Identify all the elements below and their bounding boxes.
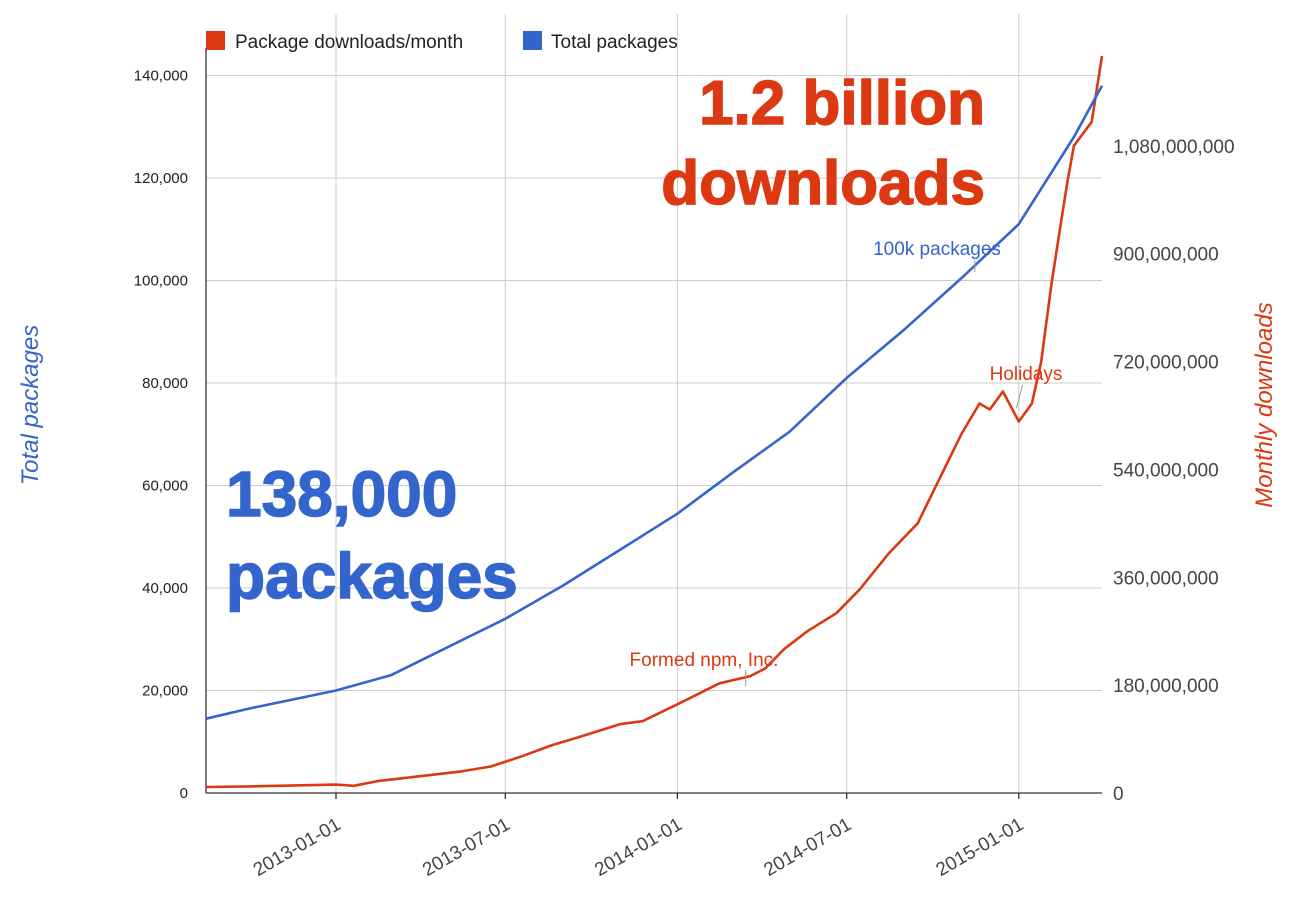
horizontal-gridlines bbox=[206, 75, 1102, 691]
x-tick-label: 2013-01-01 bbox=[250, 814, 345, 881]
packages-series-line bbox=[205, 85, 1104, 720]
holidays-label: Holidays bbox=[990, 364, 1063, 385]
annotation-holidays: Holidays bbox=[990, 364, 1063, 409]
x-tick-label: 2014-01-01 bbox=[591, 814, 686, 881]
right-axis-tick-labels: 0 180,000,000 360,000,000 540,000,000 720,00… bbox=[1113, 137, 1235, 805]
packages-callout-line2: packages bbox=[226, 540, 518, 612]
legend-label-downloads: Package downloads/month bbox=[235, 32, 463, 53]
legend-label-packages: Total packages bbox=[551, 32, 678, 53]
downloads-callout: 1.2 billion downloads bbox=[660, 68, 985, 219]
left-tick-label: 0 bbox=[180, 785, 188, 802]
series-lines bbox=[205, 55, 1104, 789]
right-tick-label: 720,000,000 bbox=[1113, 353, 1219, 374]
left-tick-label: 20,000 bbox=[142, 683, 188, 700]
left-tick-label: 140,000 bbox=[134, 68, 188, 85]
left-axis-tick-labels: 0 20,000 40,000 60,000 80,000 100,000 120,000 1… bbox=[134, 68, 188, 803]
left-tick-label: 40,000 bbox=[142, 580, 188, 597]
x-tick-label: 2013-07-01 bbox=[419, 814, 514, 881]
hundred-k-label: 100k packages bbox=[873, 239, 1001, 260]
packages-callout-line1: 138,000 bbox=[226, 458, 457, 530]
right-tick-label: 1,080,000,000 bbox=[1113, 137, 1235, 158]
right-tick-label: 180,000,000 bbox=[1113, 676, 1219, 697]
right-tick-label: 540,000,000 bbox=[1113, 460, 1219, 481]
y-right-axis-title: Monthly downloads bbox=[1251, 302, 1278, 507]
left-tick-label: 60,000 bbox=[142, 478, 188, 495]
formed-npm-label: Formed npm, Inc. bbox=[630, 650, 779, 671]
right-tick-label: 360,000,000 bbox=[1113, 568, 1219, 589]
annotation-100k: 100k packages bbox=[873, 239, 1001, 272]
left-tick-label: 100,000 bbox=[134, 273, 188, 290]
downloads-callout-line2: downloads bbox=[661, 149, 985, 218]
downloads-series-line bbox=[205, 55, 1104, 789]
left-tick-label: 120,000 bbox=[134, 170, 188, 187]
packages-callout: 138,000 packages bbox=[225, 457, 518, 613]
holidays-leader bbox=[1016, 384, 1023, 409]
x-tick-label: 2015-01-01 bbox=[933, 814, 1028, 881]
chart-axes bbox=[205, 48, 1102, 799]
y-left-axis-title: Total packages bbox=[17, 325, 44, 486]
left-tick-label: 80,000 bbox=[142, 375, 188, 392]
legend: Package downloads/month Total packages bbox=[206, 31, 678, 53]
x-tick-label: 2014-07-01 bbox=[760, 814, 855, 881]
vertical-gridlines bbox=[335, 14, 1020, 793]
right-tick-label: 900,000,000 bbox=[1113, 245, 1219, 266]
annotation-formed-npm: Formed npm, Inc. bbox=[630, 650, 779, 686]
right-tick-label: 0 bbox=[1113, 784, 1124, 805]
x-axis-tick-labels: 2013-01-01 2013-07-01 2014-01-01 2014-07-01… bbox=[250, 814, 1027, 881]
legend-swatch-downloads bbox=[206, 31, 225, 50]
legend-swatch-packages bbox=[523, 31, 542, 50]
downloads-callout-line1: 1.2 billion bbox=[699, 69, 985, 138]
